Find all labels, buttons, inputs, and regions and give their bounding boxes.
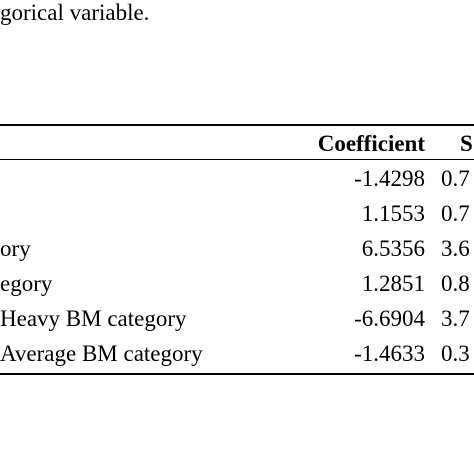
header-coefficient: Coefficient [317,131,425,156]
header-se: S [460,131,473,156]
bottom-rule [0,373,474,375]
row-label: ory [0,236,31,261]
row-label: egory [0,271,53,296]
std-error: 0.3 [441,341,470,366]
std-error: 3.6 [441,236,470,261]
coefficient: -1.4633 [354,341,425,366]
coefficient: -1.4298 [354,166,425,191]
coefficient: 1.1553 [361,201,425,226]
coefficient: -6.6904 [354,306,425,331]
header-rule [0,159,474,160]
std-error: 3.7 [441,306,470,331]
coefficient: 1.2851 [361,271,425,296]
std-error: 0.7 [441,166,470,191]
std-error: 0.8 [441,271,470,296]
caption: gorical variable. [0,0,150,25]
row-label: Average BM category [0,341,203,366]
std-error: 0.7 [441,201,470,226]
coefficient: 6.5356 [361,236,425,261]
top-rule [0,124,474,126]
row-label: Heavy BM category [0,306,187,331]
